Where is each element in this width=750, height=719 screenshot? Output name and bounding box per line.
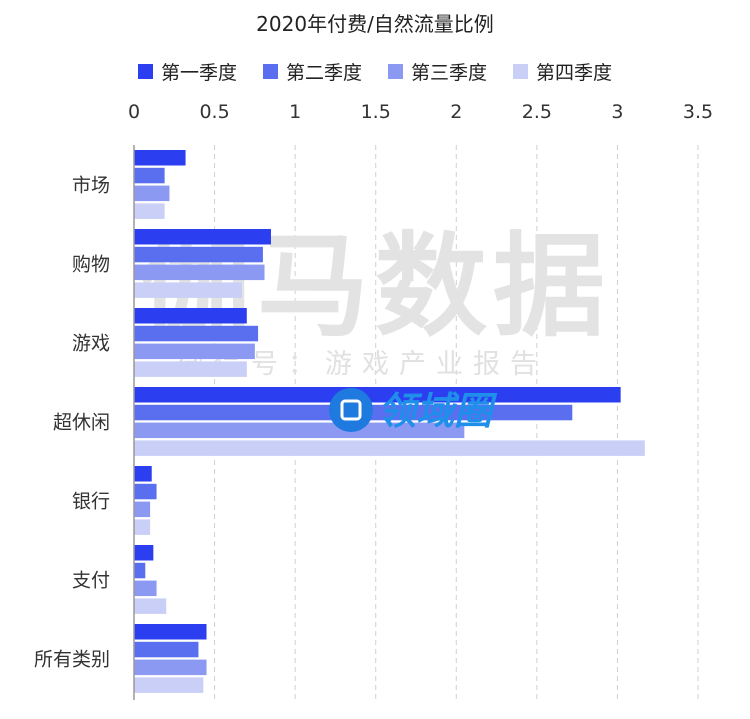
logo-text: 领域圈	[378, 389, 498, 433]
bar	[134, 343, 255, 360]
bar	[134, 246, 263, 263]
legend-swatch-q3	[388, 64, 403, 79]
bar	[134, 229, 271, 245]
legend-item-q3: 第三季度	[388, 58, 487, 85]
bar	[134, 308, 247, 324]
bar	[134, 624, 207, 640]
bar	[134, 466, 152, 482]
legend-label-q2: 第二季度	[285, 62, 362, 84]
bar	[134, 150, 186, 166]
bar	[134, 501, 151, 518]
x-tick-label: 3.5	[683, 101, 713, 123]
x-tick-label: 1.5	[361, 101, 391, 123]
bar	[134, 677, 204, 693]
category-label: 所有类别	[34, 649, 110, 671]
bar	[134, 203, 165, 219]
bar	[134, 282, 242, 298]
legend-item-q1: 第一季度	[137, 58, 237, 85]
bar	[134, 361, 247, 377]
bar	[134, 580, 157, 597]
bar	[134, 387, 621, 403]
legend-label-q3: 第三季度	[411, 62, 488, 84]
bar	[134, 325, 259, 342]
bar	[134, 483, 157, 500]
legend-swatch-q1	[137, 64, 153, 79]
bar	[134, 545, 154, 561]
x-tick-label: 1	[289, 101, 301, 123]
x-tick-label: 0	[128, 101, 140, 123]
bar	[134, 264, 265, 281]
bar	[134, 598, 167, 614]
bar	[134, 185, 170, 202]
x-tick-label: 3	[611, 101, 623, 123]
legend-item-q2: 第二季度	[262, 58, 362, 85]
category-label: 银行	[72, 491, 110, 513]
logo-square-icon	[340, 399, 362, 421]
bar	[134, 519, 151, 535]
bar	[134, 440, 645, 456]
category-label: 购物	[72, 254, 110, 276]
bar	[134, 562, 146, 579]
chart-title: 2020年付费/自然流量比例	[256, 12, 494, 36]
bar	[134, 167, 165, 184]
chart-legend: 第一季度 第二季度 第三季度 第四季度	[0, 58, 750, 85]
x-tick-label: 2.5	[522, 101, 552, 123]
bar	[134, 641, 199, 658]
bar	[134, 659, 207, 676]
legend-swatch-q2	[262, 64, 278, 79]
x-tick-label: 0.5	[199, 101, 229, 123]
bar	[134, 422, 465, 439]
category-label: 游戏	[72, 333, 110, 355]
category-label: 市场	[72, 175, 110, 197]
category-label: 支付	[72, 570, 110, 592]
x-tick-label: 2	[450, 101, 462, 123]
legend-label-q1: 第一季度	[160, 62, 237, 84]
logo-circle-icon	[329, 388, 373, 432]
category-label: 超休闲	[53, 412, 110, 434]
legend-label-q4: 第四季度	[536, 62, 613, 84]
legend-swatch-q4	[513, 64, 529, 79]
legend-item-q4: 第四季度	[513, 58, 612, 85]
